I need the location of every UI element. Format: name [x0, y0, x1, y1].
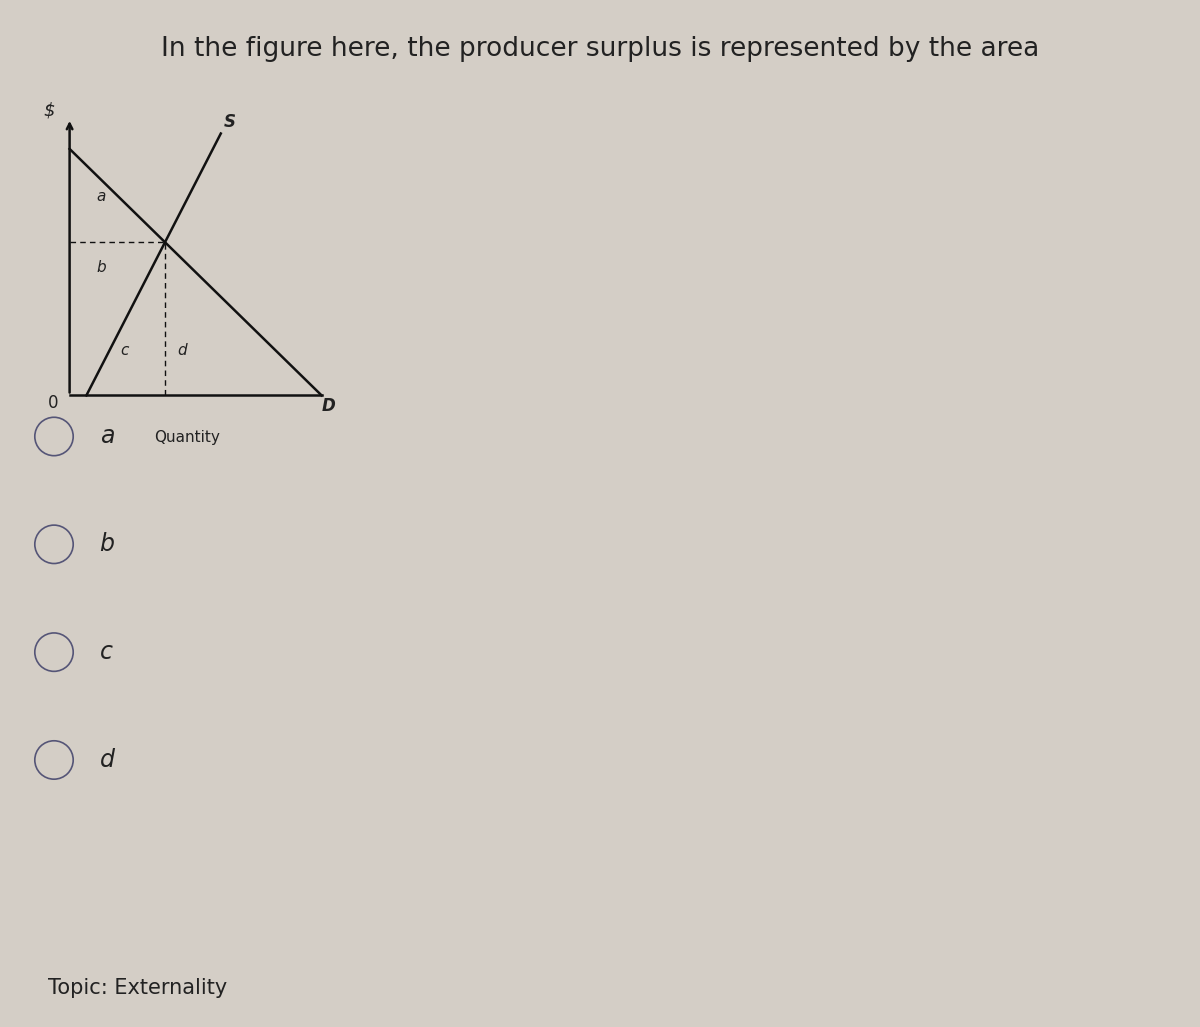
Text: a: a — [96, 189, 106, 204]
Text: b: b — [100, 532, 115, 557]
Text: In the figure here, the producer surplus is represented by the area: In the figure here, the producer surplus… — [161, 36, 1039, 62]
Text: Topic: Externality: Topic: Externality — [48, 979, 227, 998]
Text: c: c — [120, 343, 128, 358]
Text: d: d — [178, 343, 187, 358]
Text: a: a — [100, 424, 114, 449]
Text: d: d — [100, 748, 115, 772]
Text: Quantity: Quantity — [155, 429, 220, 445]
Text: c: c — [100, 640, 113, 664]
Text: S: S — [224, 113, 236, 131]
Text: $: $ — [43, 101, 55, 119]
Text: D: D — [322, 396, 335, 415]
Text: 0: 0 — [48, 393, 58, 412]
Text: b: b — [96, 260, 106, 275]
